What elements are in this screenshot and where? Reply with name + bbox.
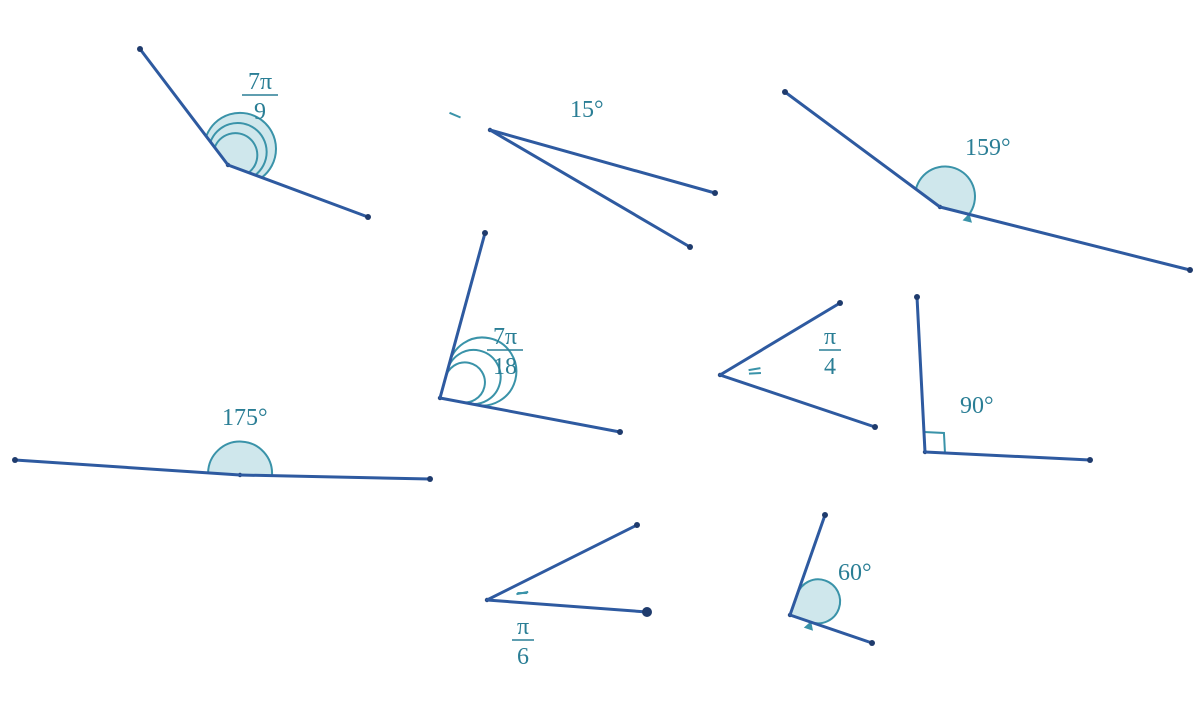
label-a60: 60° [838, 560, 872, 586]
label-a15: 15° [570, 97, 604, 123]
label-api4-num: π [824, 324, 836, 350]
label-a7pi9-num: 7π [248, 69, 272, 95]
label-api6-num: π [517, 614, 529, 640]
angle-a15: 15° [449, 97, 603, 132]
angle-a159: 159° [916, 135, 1011, 214]
label-a7pi18-num: 7π [493, 324, 517, 350]
angle-diagram: 7π915°159°7π18π4175°90°π660° [0, 0, 1200, 709]
label-a7pi18-den: 18 [493, 354, 517, 380]
angle-a60: 60° [788, 560, 872, 623]
angle-a7pi9: 7π9 [206, 69, 278, 178]
label-api6-den: 6 [517, 644, 529, 670]
angle-api4: π4 [718, 324, 841, 380]
label-a175: 175° [222, 405, 268, 431]
label-a7pi9-den: 9 [254, 99, 266, 125]
angle-a175: 175° [208, 405, 272, 477]
angle-a90: 90° [923, 393, 994, 454]
label-a90: 90° [960, 393, 994, 419]
label-api4-den: 4 [824, 354, 836, 380]
label-a159: 159° [965, 135, 1011, 161]
